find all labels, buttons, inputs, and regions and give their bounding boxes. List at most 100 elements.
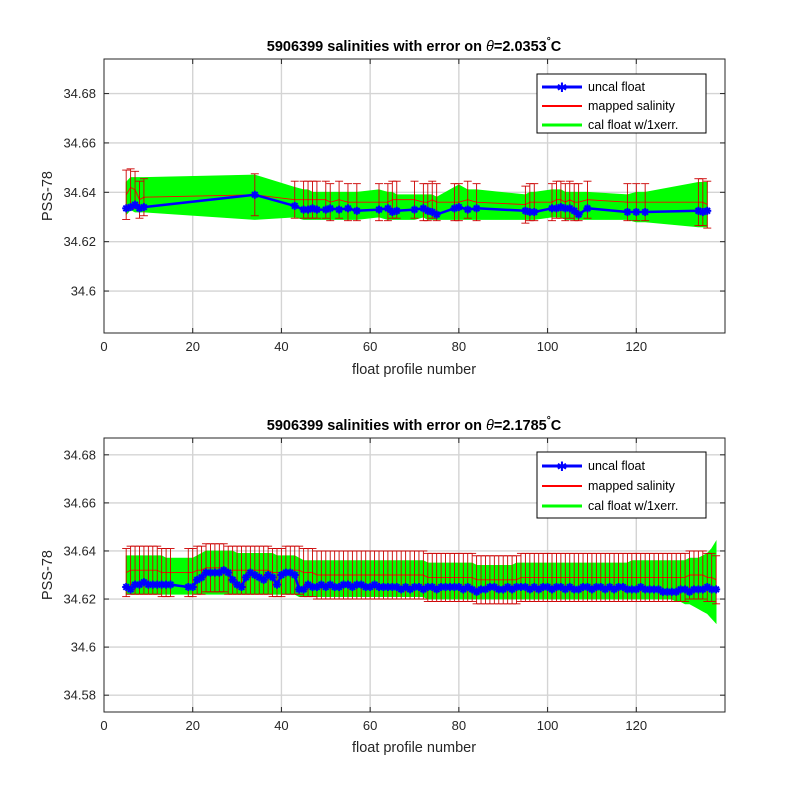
marker-stroke bbox=[224, 569, 232, 577]
marker-stroke bbox=[619, 583, 627, 591]
y-tick-label: 34.66 bbox=[63, 495, 96, 510]
y-tick-label: 34.6 bbox=[71, 640, 96, 655]
uncal-float-point bbox=[583, 204, 592, 213]
x-tick-label: 20 bbox=[185, 339, 199, 354]
uncal-float-point bbox=[343, 204, 352, 213]
uncal-float-point bbox=[335, 205, 344, 214]
marker-stroke bbox=[140, 578, 148, 586]
panel-2-ticks: 0 20 40 60 80 100 120 34.58 34.6 34.62 34.64 34.66 3… bbox=[63, 438, 725, 733]
marker-stroke bbox=[637, 583, 645, 591]
panel-2-legend-uncal-label: uncal float bbox=[588, 459, 646, 473]
panel-1-errorbars bbox=[122, 168, 712, 229]
panel-2-legend-cal-label: cal float w/1xerr. bbox=[588, 499, 678, 513]
panel-2-axes-box bbox=[103, 437, 726, 713]
panel-2-errorbars bbox=[122, 543, 721, 605]
marker-stroke bbox=[410, 206, 419, 214]
marker-stroke bbox=[530, 208, 538, 216]
panel-1-legend-mapped-label: mapped salinity bbox=[588, 99, 676, 113]
panel-2-xlabel: float profile number bbox=[352, 740, 476, 756]
uncal-float-point bbox=[463, 205, 472, 214]
uncal-float-point bbox=[623, 208, 632, 217]
y-tick-label: 34.64 bbox=[63, 185, 96, 200]
marker-stroke bbox=[712, 585, 720, 593]
marker-stroke bbox=[344, 581, 352, 589]
uncal-float-point bbox=[237, 583, 246, 592]
marker-stroke bbox=[703, 583, 711, 591]
marker-stroke bbox=[375, 206, 383, 214]
marker-stroke bbox=[632, 208, 640, 216]
marker-stroke bbox=[623, 208, 631, 216]
marker-stroke bbox=[353, 207, 361, 215]
uncal-float-point bbox=[454, 203, 463, 212]
marker-stroke bbox=[308, 204, 316, 212]
marker-stroke bbox=[122, 583, 130, 591]
uncal-float-point bbox=[530, 208, 539, 217]
uncal-float-point bbox=[250, 190, 259, 199]
panel-2-uncal-float bbox=[122, 566, 721, 596]
uncal-float-point bbox=[224, 568, 233, 577]
uncal-float-point bbox=[312, 205, 321, 214]
marker-stroke bbox=[566, 583, 574, 591]
panel-1-legend: ✱ uncal float mapped salinity cal float … bbox=[536, 73, 707, 134]
marker-stroke bbox=[313, 206, 321, 214]
x-tick-label: 40 bbox=[274, 339, 288, 354]
marker-stroke bbox=[415, 583, 423, 591]
x-tick-label: 60 bbox=[363, 339, 377, 354]
marker-stroke bbox=[490, 583, 498, 591]
uncal-float-point bbox=[375, 205, 384, 214]
uncal-float-point bbox=[250, 571, 259, 579]
marker-stroke bbox=[606, 583, 614, 591]
marker-stroke bbox=[681, 585, 689, 593]
uncal-float-point bbox=[472, 204, 481, 213]
marker-stroke bbox=[264, 571, 272, 579]
marker-stroke bbox=[304, 581, 312, 589]
marker-stroke bbox=[419, 204, 427, 212]
marker-stroke bbox=[384, 204, 392, 212]
marker-stroke bbox=[504, 583, 512, 591]
panel-1-axes-box bbox=[103, 58, 726, 334]
marker-stroke bbox=[464, 583, 472, 591]
marker-stroke bbox=[167, 581, 175, 589]
marker-stroke bbox=[140, 203, 148, 211]
panel-2: 5906399 salinities with error on θ=2.178… bbox=[40, 415, 726, 756]
marker-stroke bbox=[428, 208, 436, 216]
marker-stroke bbox=[344, 204, 352, 212]
panel-1-legend-cal-label: cal float w/1xerr. bbox=[588, 118, 678, 132]
uncal-float-point bbox=[632, 208, 641, 217]
marker-stroke bbox=[269, 573, 277, 581]
marker-stroke bbox=[521, 207, 529, 215]
marker-stroke bbox=[464, 206, 472, 214]
panel-1: 5906399 salinities with error on θ=2.035… bbox=[40, 36, 726, 378]
uncal-float-point bbox=[641, 208, 650, 217]
mapped-salinity-line bbox=[125, 186, 708, 206]
uncal-float-point bbox=[521, 206, 530, 215]
uncal-float-point bbox=[392, 206, 401, 215]
marker-stroke bbox=[641, 208, 649, 216]
marker-stroke bbox=[703, 207, 711, 215]
uncal-float-point bbox=[290, 201, 299, 210]
panel-1-legend-uncal-label: uncal float bbox=[588, 80, 646, 94]
marker-stroke bbox=[220, 566, 228, 574]
y-tick-label: 34.68 bbox=[63, 86, 96, 101]
marker-stroke bbox=[455, 203, 463, 211]
marker-stroke bbox=[566, 204, 574, 212]
marker-stroke bbox=[473, 204, 481, 212]
panel-2-legend: ✱ uncal float mapped salinity cal float … bbox=[536, 451, 707, 519]
marker-stroke bbox=[273, 581, 281, 589]
uncal-float-point bbox=[290, 571, 299, 579]
x-tick-label: 120 bbox=[625, 718, 647, 733]
marker-stroke bbox=[575, 211, 583, 219]
marker-stroke bbox=[530, 583, 538, 591]
marker-stroke bbox=[557, 583, 565, 591]
marker-stroke bbox=[583, 204, 591, 212]
panel-1-uncal-float bbox=[122, 190, 712, 219]
marker-stroke bbox=[357, 581, 365, 589]
marker-stroke bbox=[291, 202, 299, 210]
uncal-float-point bbox=[139, 203, 148, 212]
panel-2-legend-uncal-marker: ✱ bbox=[557, 459, 568, 474]
marker-stroke bbox=[233, 581, 241, 589]
y-tick-label: 34.68 bbox=[63, 447, 96, 462]
marker-stroke bbox=[317, 581, 325, 589]
panel-2-cal-band bbox=[125, 539, 717, 625]
